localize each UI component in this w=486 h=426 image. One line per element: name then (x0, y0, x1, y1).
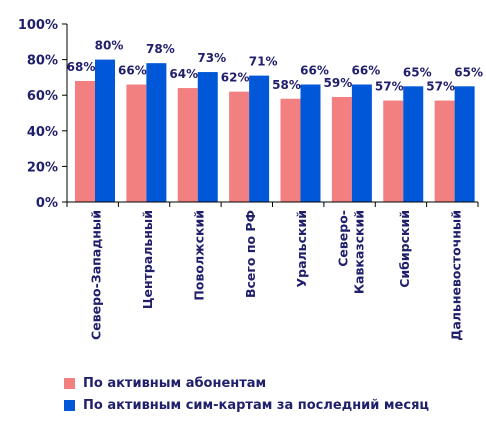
category-label: Дальневосточный (448, 210, 463, 341)
bar-chart: 0% 20% 40% 60% 80% 100% 68% 80% Северо-Западный 6… (18, 18, 483, 341)
category-label: Северо-Западный (89, 210, 104, 340)
legend-swatch-blue (64, 399, 75, 411)
y-tick-label: 20% (27, 160, 58, 175)
category-label: Центральный (140, 210, 155, 309)
data-label-active-subscribers: 64% (169, 67, 198, 81)
legend-label-active-subscribers: По активным абонентам (83, 375, 267, 391)
data-label-active-subscribers: 59% (324, 76, 353, 90)
legend-label-active-sim-cards: По активным сим-картам за последний меся… (83, 397, 430, 413)
data-label-active-sim-cards: 80% (95, 39, 124, 53)
legend-item-active-subscribers: По активным абонентам (64, 372, 429, 394)
bar-active-subscribers (280, 98, 301, 202)
bar-active-sim-cards (146, 63, 167, 202)
data-label-active-sim-cards: 65% (454, 65, 483, 79)
legend-swatch-pink (64, 377, 75, 389)
y-tick-label: 100% (18, 18, 58, 33)
data-label-active-subscribers: 68% (67, 60, 96, 74)
bar-active-subscribers (177, 88, 198, 202)
y-tick-label: 40% (27, 125, 58, 140)
bar-active-sim-cards (197, 72, 218, 202)
bar-active-sim-cards (300, 84, 321, 202)
data-label-active-subscribers: 58% (272, 78, 301, 92)
data-label-active-subscribers: 57% (426, 80, 455, 94)
bar-active-subscribers (75, 80, 95, 202)
legend: По активным абонентам По активным сим-ка… (64, 372, 429, 416)
y-tick-label: 80% (27, 54, 58, 69)
bar-active-sim-cards (454, 86, 475, 202)
data-label-active-sim-cards: 73% (197, 51, 226, 65)
bar-active-sim-cards (95, 59, 115, 202)
bar-active-subscribers (229, 91, 250, 202)
bar-active-subscribers (434, 100, 455, 202)
plot-area: 0% 20% 40% 60% 80% 100% 68% 80% Северо-Западный 6… (18, 18, 483, 341)
category-label: Северо-Кавказский (336, 210, 367, 294)
bar-active-sim-cards (249, 75, 270, 202)
bar-active-sim-cards (351, 84, 372, 202)
category-label: Всего по РФ (243, 210, 258, 298)
data-label-active-sim-cards: 66% (300, 64, 329, 78)
data-label-active-subscribers: 57% (375, 80, 404, 94)
data-label-active-subscribers: 66% (118, 64, 147, 78)
data-label-active-sim-cards: 65% (403, 65, 432, 79)
bar-active-subscribers (126, 84, 147, 202)
category-label: Уральский (294, 210, 309, 288)
y-tick-label: 0% (36, 196, 58, 211)
y-tick-label: 60% (27, 89, 58, 104)
bar-active-subscribers (383, 100, 404, 202)
category-label: Сибирский (397, 210, 412, 288)
data-label-active-sim-cards: 71% (249, 55, 278, 69)
data-label-active-sim-cards: 66% (352, 64, 381, 78)
bar-active-sim-cards (403, 86, 424, 202)
data-label-active-subscribers: 62% (221, 71, 250, 85)
data-label-active-sim-cards: 78% (146, 42, 175, 56)
bar-active-subscribers (331, 96, 352, 202)
legend-item-active-sim-cards: По активным сим-картам за последний меся… (64, 394, 429, 416)
category-label: Поволжский (191, 210, 206, 301)
